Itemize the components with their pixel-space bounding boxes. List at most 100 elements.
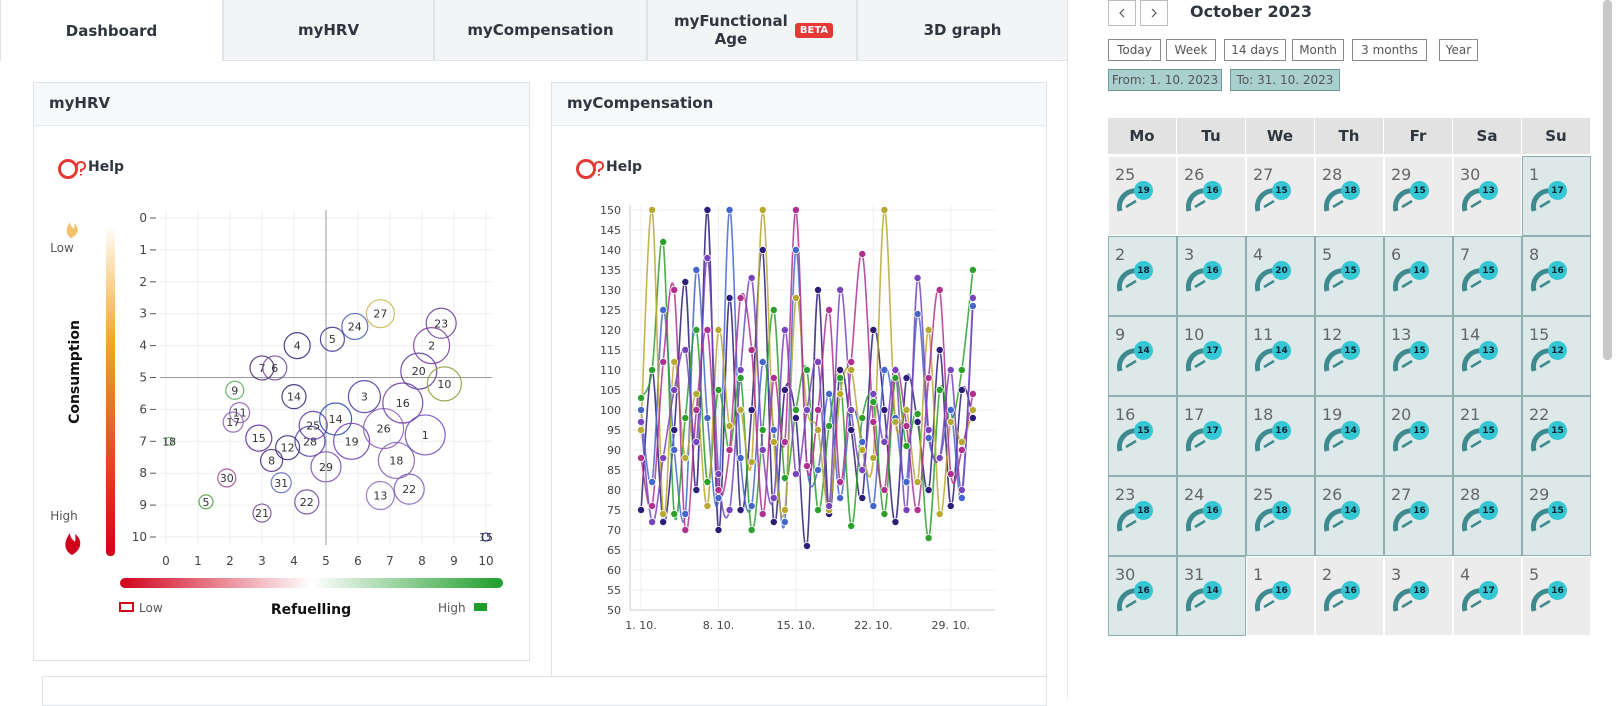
tab-label: 3D graph	[923, 21, 1002, 39]
day-cell[interactable]: 24 16	[1177, 476, 1246, 556]
help-icon	[58, 159, 78, 179]
day-number: 6	[1391, 245, 1402, 264]
day-cell[interactable]: 27 15	[1246, 156, 1315, 236]
score-badge: 15	[1410, 341, 1429, 360]
tab-label: myCompensation	[467, 21, 614, 39]
day-cell[interactable]: 3 16	[1177, 236, 1246, 316]
day-cell[interactable]: 4 20	[1246, 236, 1315, 316]
panel: myCompensation Help	[551, 82, 1047, 677]
tab[interactable]: Dashboard	[0, 0, 223, 61]
day-cell[interactable]: 15 12	[1522, 316, 1591, 396]
day-cell[interactable]: 2 16	[1315, 556, 1384, 636]
help-link[interactable]: Help	[606, 159, 643, 175]
day-cell[interactable]: 9 14	[1108, 316, 1177, 396]
help-link[interactable]: Help	[88, 159, 125, 175]
day-cell[interactable]: 26 16	[1177, 156, 1246, 236]
tab[interactable]: myHRV	[223, 0, 434, 61]
score-badge: 15	[1272, 181, 1291, 200]
day-number: 23	[1115, 485, 1136, 504]
day-cell[interactable]: 2 18	[1108, 236, 1177, 316]
day-cell[interactable]: 22 15	[1522, 396, 1591, 476]
day-number: 31	[1184, 565, 1205, 584]
to-date[interactable]: To: 31. 10. 2023	[1230, 69, 1340, 91]
day-cell[interactable]: 20 15	[1384, 396, 1453, 476]
day-cell[interactable]: 17 17	[1177, 396, 1246, 476]
day-cell[interactable]: 29 15	[1522, 476, 1591, 556]
score-badge: 15	[1410, 421, 1429, 440]
day-cell[interactable]: 19 14	[1315, 396, 1384, 476]
score-badge: 16	[1341, 581, 1360, 600]
day-cell[interactable]: 31 14	[1177, 556, 1246, 636]
day-cell[interactable]: 1 17	[1522, 156, 1591, 236]
score-badge: 18	[1134, 501, 1153, 520]
score-badge: 15	[1479, 261, 1498, 280]
tab[interactable]: 3D graph	[857, 0, 1068, 61]
score-badge: 17	[1548, 181, 1567, 200]
day-cell[interactable]: 13 15	[1384, 316, 1453, 396]
score-badge: 14	[1341, 421, 1360, 440]
score-badge: 16	[1272, 421, 1291, 440]
score-badge: 16	[1548, 261, 1567, 280]
day-cell[interactable]: 30 13	[1453, 156, 1522, 236]
day-number: 30	[1460, 165, 1481, 184]
day-cell[interactable]: 7 15	[1453, 236, 1522, 316]
range-button[interactable]: 14 days	[1224, 39, 1286, 61]
range-button[interactable]: Month	[1292, 39, 1344, 61]
day-cell[interactable]: 26 14	[1315, 476, 1384, 556]
day-cell[interactable]: 1 16	[1246, 556, 1315, 636]
day-cell[interactable]: 28 15	[1453, 476, 1522, 556]
day-cell[interactable]: 23 18	[1108, 476, 1177, 556]
score-badge: 14	[1410, 261, 1429, 280]
score-badge: 17	[1479, 581, 1498, 600]
day-cell[interactable]: 5 16	[1522, 556, 1591, 636]
score-badge: 13	[1479, 181, 1498, 200]
day-number: 5	[1322, 245, 1333, 264]
day-cell[interactable]: 25 18	[1246, 476, 1315, 556]
from-date[interactable]: From: 1. 10. 2023	[1108, 69, 1222, 91]
score-badge: 15	[1341, 341, 1360, 360]
nav-arrow	[1119, 8, 1125, 18]
score-badge: 16	[1548, 581, 1567, 600]
day-cell[interactable]: 18 16	[1246, 396, 1315, 476]
day-cell[interactable]: 8 16	[1522, 236, 1591, 316]
day-number: 7	[1460, 245, 1471, 264]
range-button[interactable]: 3 months	[1352, 39, 1427, 61]
day-cell[interactable]: 3 18	[1384, 556, 1453, 636]
nav-button[interactable]	[1140, 0, 1168, 26]
day-cell[interactable]: 30 16	[1108, 556, 1177, 636]
tab-label: myFunctional Age	[674, 12, 788, 48]
day-number: 8	[1529, 245, 1540, 264]
range-button[interactable]: Week	[1166, 39, 1216, 61]
range-button[interactable]: Year	[1439, 39, 1478, 61]
score-badge: 15	[1548, 501, 1567, 520]
score-badge: 16	[1203, 501, 1222, 520]
day-number: 29	[1529, 485, 1550, 504]
day-number: 21	[1460, 405, 1481, 424]
day-cell[interactable]: 14 13	[1453, 316, 1522, 396]
day-cell[interactable]: 28 18	[1315, 156, 1384, 236]
day-cell[interactable]: 27 16	[1384, 476, 1453, 556]
day-cell[interactable]: 5 15	[1315, 236, 1384, 316]
tab[interactable]: myCompensation	[434, 0, 647, 61]
day-number: 22	[1529, 405, 1550, 424]
day-cell[interactable]: 4 17	[1453, 556, 1522, 636]
tab-label: myHRV	[297, 21, 360, 39]
weekday-header: Mo	[1108, 118, 1176, 154]
day-cell[interactable]: 21 15	[1453, 396, 1522, 476]
tab-label: Dashboard	[65, 21, 158, 40]
score-badge: 16	[1134, 581, 1153, 600]
tab[interactable]: myFunctional Age BETA	[647, 0, 857, 61]
range-button[interactable]: Today	[1108, 39, 1161, 61]
day-cell[interactable]: 6 14	[1384, 236, 1453, 316]
day-cell[interactable]: 16 15	[1108, 396, 1177, 476]
score-badge: 14	[1134, 341, 1153, 360]
scrollbar[interactable]	[1603, 0, 1612, 360]
day-cell[interactable]: 25 19	[1108, 156, 1177, 236]
day-number: 13	[1391, 325, 1412, 344]
day-cell[interactable]: 29 15	[1384, 156, 1453, 236]
score-badge: 15	[1479, 501, 1498, 520]
day-cell[interactable]: 10 17	[1177, 316, 1246, 396]
day-cell[interactable]: 11 14	[1246, 316, 1315, 396]
day-cell[interactable]: 12 15	[1315, 316, 1384, 396]
nav-button[interactable]	[1108, 0, 1136, 26]
